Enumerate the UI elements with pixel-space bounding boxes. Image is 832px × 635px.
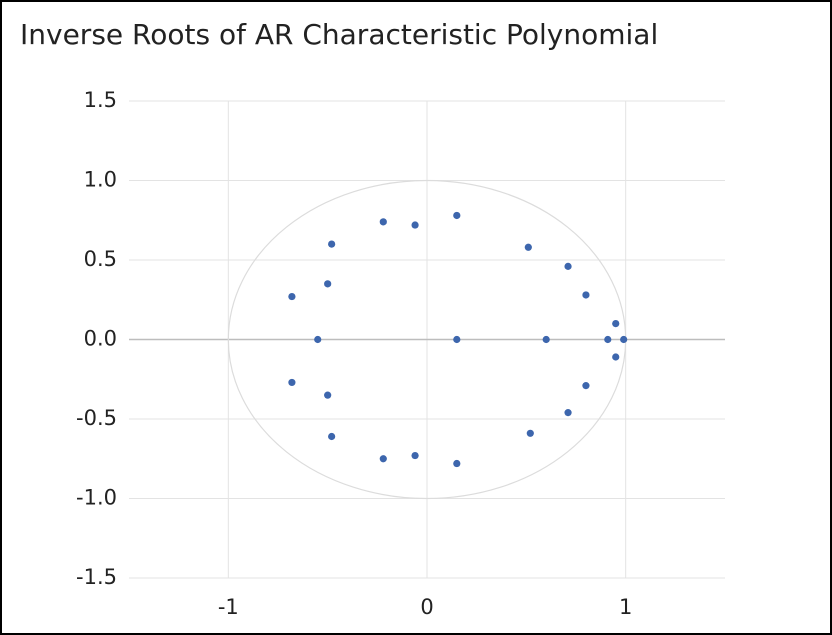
- point: [379, 455, 387, 463]
- point: [328, 240, 336, 248]
- point: [620, 335, 628, 344]
- point: [564, 262, 572, 270]
- point: [612, 320, 620, 328]
- point: [379, 218, 387, 226]
- point: [288, 292, 296, 301]
- point: [288, 378, 296, 387]
- point: [604, 335, 612, 344]
- y-tick-label: -1.0: [76, 486, 117, 510]
- y-tick-label: 1.5: [84, 88, 117, 112]
- point: [526, 429, 534, 437]
- chart-title: Inverse Roots of AR Characteristic Polyn…: [20, 18, 658, 51]
- y-tick-label: -1.5: [76, 565, 117, 589]
- y-tick-label: 1.0: [84, 168, 117, 192]
- point: [324, 391, 332, 399]
- point: [582, 382, 590, 390]
- point: [324, 280, 332, 288]
- x-tick-label: 1: [619, 595, 632, 619]
- y-tick-label: -0.5: [76, 406, 117, 430]
- point: [612, 353, 620, 361]
- point: [411, 451, 419, 460]
- point: [453, 335, 461, 344]
- point: [453, 459, 461, 468]
- point: [542, 335, 550, 344]
- y-tick-label: 0.0: [84, 327, 117, 351]
- y-tick-label: 0.5: [84, 247, 117, 271]
- point: [453, 211, 461, 220]
- x-tick-label: 0: [420, 595, 433, 619]
- point: [314, 335, 322, 344]
- point: [564, 409, 572, 417]
- point: [582, 291, 590, 299]
- point: [328, 432, 336, 441]
- x-tick-label: -1: [218, 595, 239, 619]
- point: [524, 243, 532, 251]
- point: [411, 221, 419, 229]
